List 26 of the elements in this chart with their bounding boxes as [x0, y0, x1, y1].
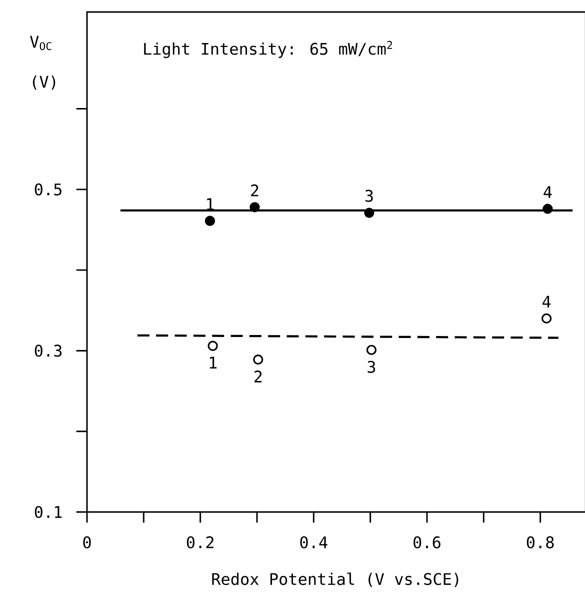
annotation: 4: [542, 296, 551, 308]
y-tick-label: 0.1: [34, 506, 62, 518]
point: [208, 340, 218, 351]
x-tick-label: 0.2: [186, 536, 214, 548]
point: [542, 204, 553, 214]
point: [250, 202, 260, 212]
y-tick-label: 0.3: [34, 344, 62, 357]
point: [366, 344, 377, 355]
annotation: 3: [368, 360, 376, 373]
annotation: Light Intensity: 65 mW/cm$^{2}$: [144, 40, 392, 58]
annotation: 2: [254, 370, 262, 382]
text: V$_{OC}$ (V): [30, 36, 56, 90]
annotation: 1: [210, 356, 217, 368]
point: [541, 313, 552, 324]
point: [204, 216, 216, 226]
annotation: 4: [544, 186, 552, 198]
point: [364, 208, 374, 218]
x-tick-label: 0.8: [526, 536, 554, 548]
x-tick-label: 0.4: [300, 536, 328, 548]
x-tick-label: 0.6: [414, 536, 440, 548]
point: [253, 354, 264, 365]
annotation: 3: [365, 190, 373, 202]
y-tick-label: 0.5: [34, 183, 62, 196]
annotation: 2: [251, 184, 258, 196]
x-axis-title: Redox Potential (V vs.SCE): [212, 572, 458, 587]
x-tick-label: 0: [83, 536, 91, 548]
